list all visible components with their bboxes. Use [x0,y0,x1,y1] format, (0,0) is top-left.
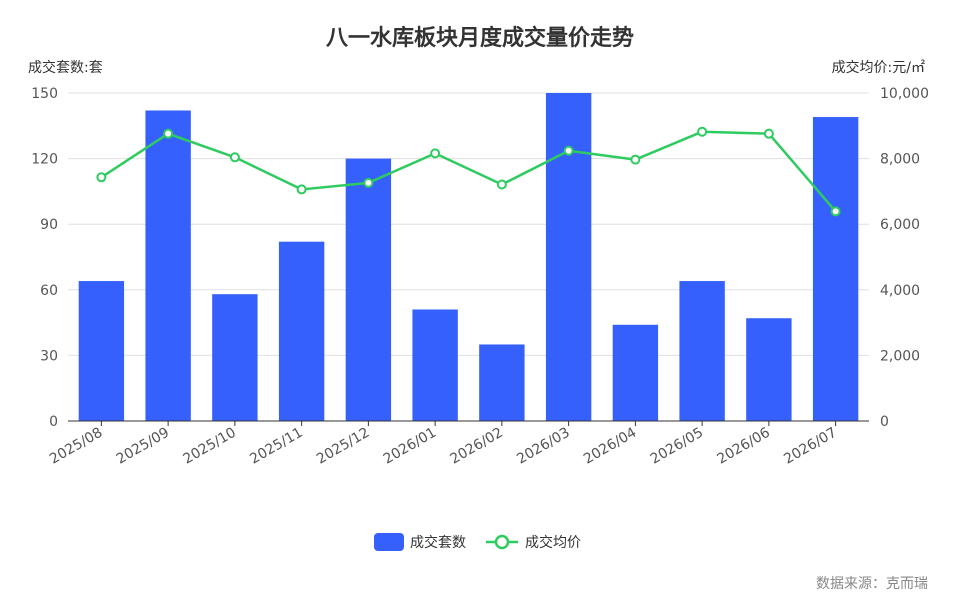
x-tick-label: 2026/03 [514,425,572,468]
legend-line-label: 成交均价 [525,534,581,551]
line-point [163,128,174,139]
bar [345,158,392,421]
x-tick-label: 2026/05 [648,425,706,468]
x-tick-label: 2025/12 [314,425,372,468]
bar [812,117,859,421]
y-left-tick-label: 60 [40,283,58,299]
y-right-ticks: 0 2,000 4,000 6,000 8,000 10,000 [880,86,929,430]
line-point [496,179,507,190]
bar [545,93,592,421]
legend[interactable]: 成交套数 成交均价 [374,533,581,551]
line-point [96,172,107,183]
bar-series [78,93,859,421]
line-point [363,177,374,188]
legend-line-marker [494,534,510,550]
y-right-tick-label: 2,000 [880,348,920,364]
y-left-axis-label: 成交套数:套 [28,59,103,76]
x-tick-label: 2026/06 [714,425,772,468]
line-point [296,184,307,195]
x-tick-label: 2026/07 [781,425,839,468]
y-left-tick-label: 90 [40,217,58,233]
bar [278,241,325,421]
y-right-tick-label: 0 [880,414,889,430]
bar [746,318,792,421]
line-point [630,154,641,165]
x-tick-label: 2026/01 [381,425,439,468]
line-point [830,206,841,217]
data-source: 数据来源：克而瑞 [816,576,928,592]
y-left-tick-label: 30 [40,348,58,364]
y-right-tick-label: 10,000 [880,86,929,102]
line-point [697,126,708,137]
y-left-ticks: 0 30 60 90 120 150 [31,86,58,430]
line-point [563,145,574,156]
bar [479,344,525,421]
line-point [430,148,441,159]
bar [78,281,125,421]
y-right-tick-label: 6,000 [880,217,920,233]
bar [612,324,659,421]
line-series [96,126,841,217]
x-tick-label: 2025/10 [180,425,238,468]
y-right-tick-label: 4,000 [880,283,920,299]
x-tick-label: 2025/08 [47,425,105,468]
line-point [229,152,240,163]
x-tick-label: 2026/04 [581,425,639,468]
legend-bar-swatch [374,533,404,551]
y-right-axis-label: 成交均价:元/㎡ [832,59,925,76]
y-left-tick-label: 150 [31,86,58,102]
bar [145,110,191,421]
legend-bar-label: 成交套数 [410,534,466,551]
bar [679,281,725,421]
price-line [100,130,837,213]
y-left-tick-label: 0 [49,414,58,430]
y-left-tick-label: 120 [31,152,58,168]
grid-lines [68,92,869,356]
y-right-tick-label: 8,000 [880,152,920,168]
chart-title: 八一水库板块月度成交量价走势 [326,25,634,51]
x-tick-label: 2025/09 [114,425,172,468]
x-axis: 2025/08 2025/09 2025/10 2025/11 2025/12 2026/… [47,420,869,468]
bar [212,294,258,421]
line-point [763,128,774,139]
bar [412,309,458,421]
x-tick-label: 2025/11 [247,425,305,468]
x-tick-label: 2026/02 [447,425,505,468]
